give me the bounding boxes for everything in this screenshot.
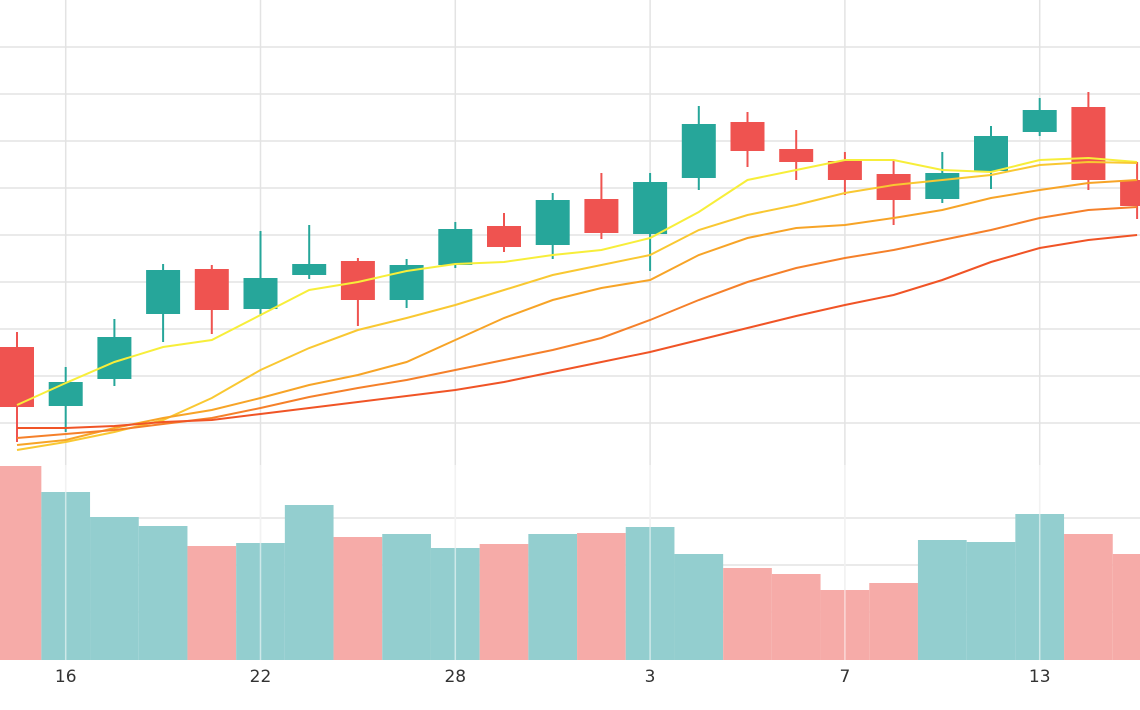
candle-body: [243, 278, 278, 309]
volume-bar: [382, 534, 431, 660]
volume-bar: [1112, 554, 1140, 660]
candle-body: [438, 229, 473, 265]
volume-bar: [771, 574, 821, 660]
volume-bar: [479, 544, 529, 660]
x-tick-label: 3: [645, 667, 656, 687]
volume-bar: [528, 534, 578, 660]
volume-bar: [187, 546, 237, 660]
volume-bar: [577, 533, 626, 660]
candle-body: [974, 136, 1008, 171]
x-tick-label: 28: [444, 667, 466, 687]
x-tick-label: 16: [55, 667, 77, 687]
candle-body: [1071, 107, 1106, 180]
candle-body: [535, 200, 570, 245]
ma-line: [16, 179, 1138, 446]
candle-body: [194, 269, 229, 310]
volume-bar: [674, 554, 724, 660]
volume-bar: [723, 568, 772, 660]
candle-body: [487, 226, 521, 247]
candle-body: [633, 182, 668, 234]
candle-body: [340, 261, 375, 300]
volume-bar: [966, 542, 1016, 660]
x-tick-label: 13: [1029, 667, 1051, 687]
candle-body: [827, 161, 862, 180]
volume-bar: [90, 517, 139, 660]
volume-bar: [138, 526, 188, 660]
ma-line: [17, 234, 1138, 429]
x-tick-label: 22: [250, 667, 272, 687]
ma-line: [16, 160, 1138, 451]
candle-body: [730, 122, 765, 151]
candle-body: [925, 173, 960, 199]
candle-body: [1022, 110, 1057, 132]
candle-body: [48, 382, 83, 406]
candle-body: [146, 270, 181, 314]
volume-bar: [284, 505, 334, 660]
volume-bar: [1064, 534, 1113, 660]
volume-bar: [869, 583, 918, 660]
volume-bar: [333, 537, 383, 660]
candle-body: [1120, 180, 1140, 206]
candle-body: [681, 124, 716, 178]
volume-bar: [0, 466, 42, 660]
candle-body: [584, 199, 619, 233]
volume-bar: [917, 540, 967, 660]
candle-body: [292, 264, 327, 275]
candle-body: [0, 347, 34, 407]
ma-line: [16, 156, 1138, 406]
ma-line: [16, 206, 1138, 439]
candle-body: [779, 149, 814, 162]
x-tick-label: 7: [839, 667, 850, 687]
